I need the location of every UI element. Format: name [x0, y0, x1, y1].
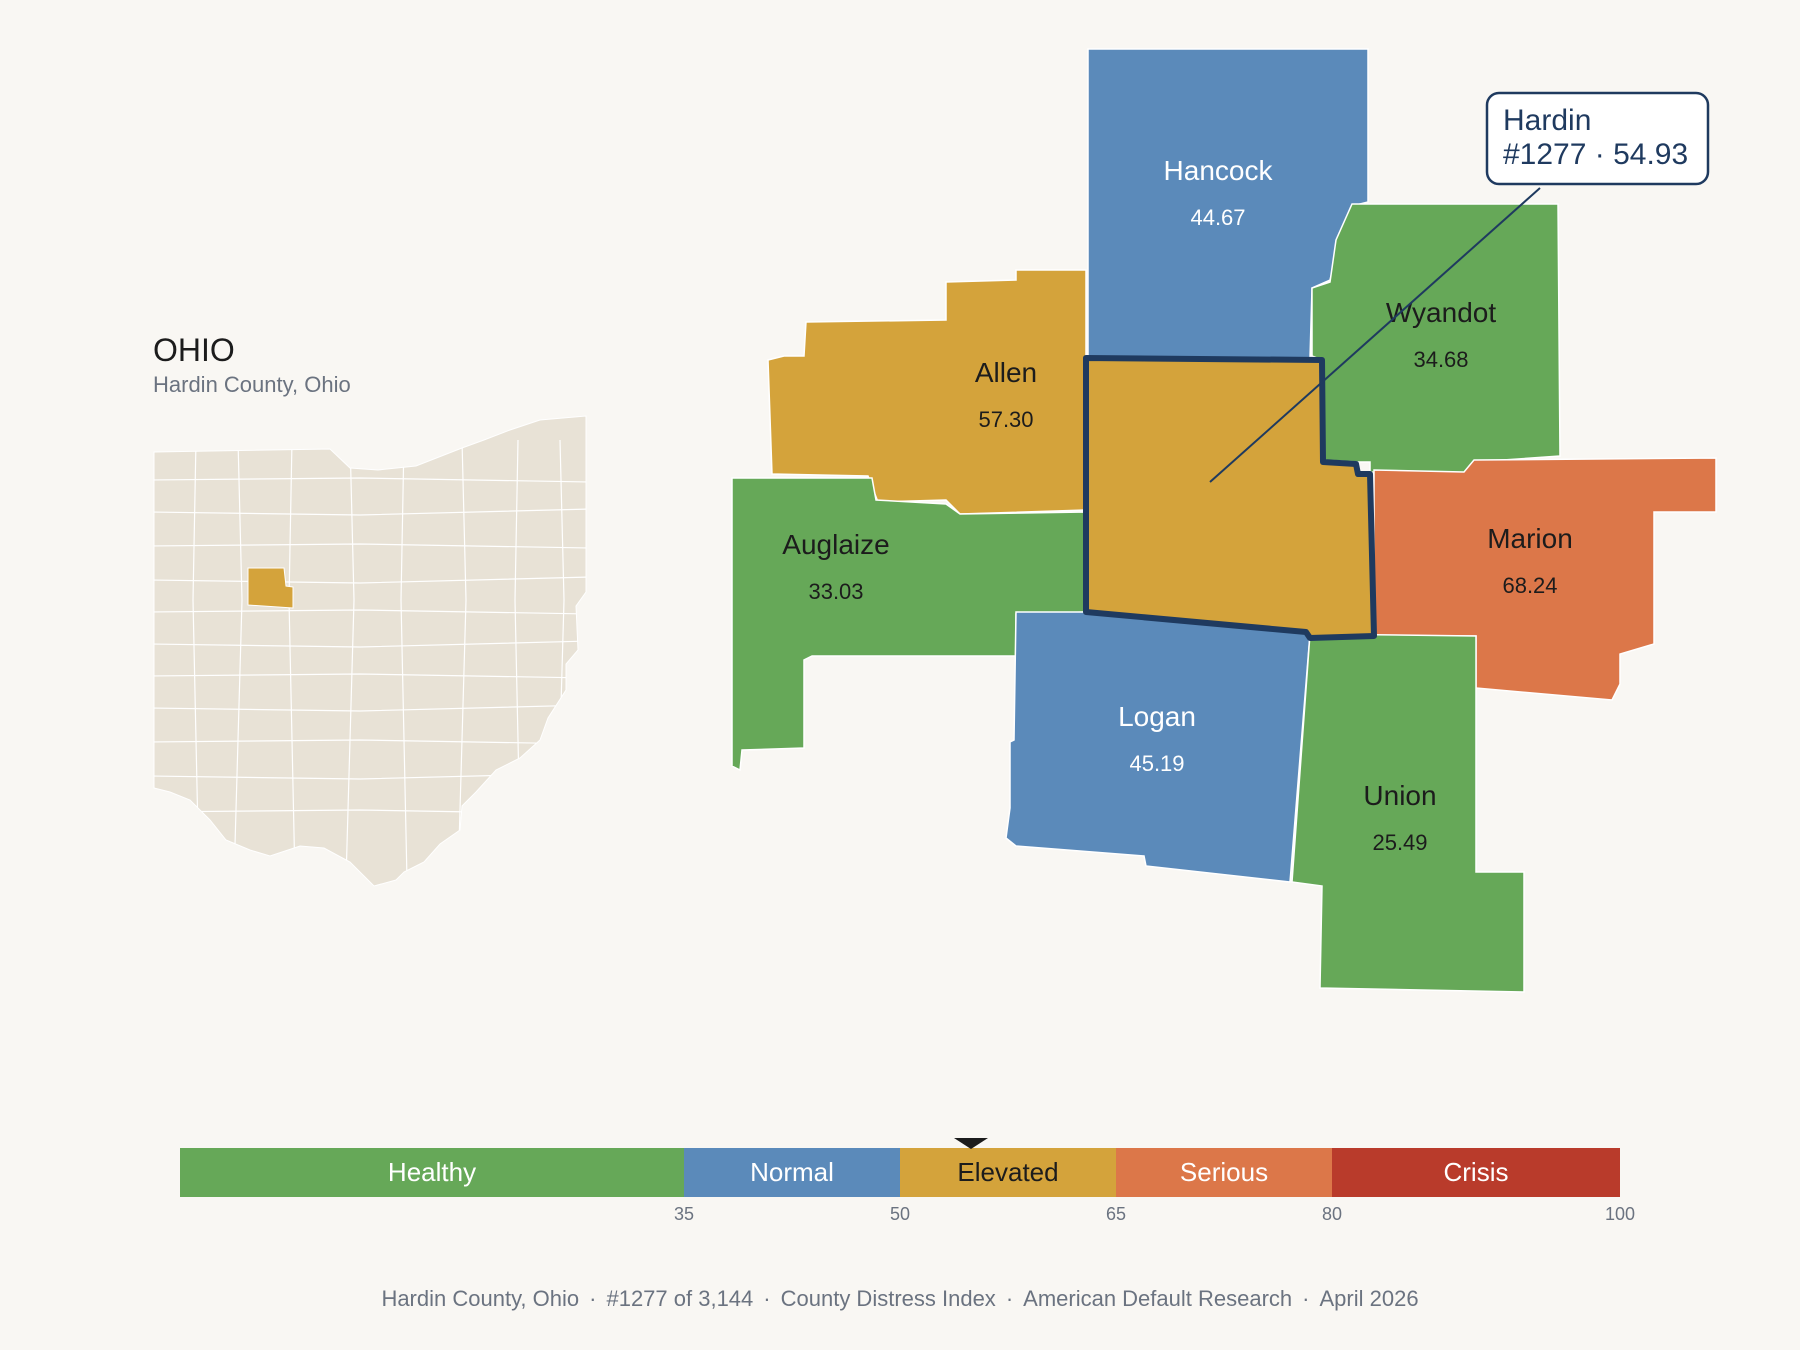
distress-scale: Healthy Normal Elevated Serious Crisis 35 50 65… [180, 1138, 1635, 1224]
state-title: OHIO [153, 332, 235, 368]
county-value-marion: 68.24 [1502, 573, 1557, 598]
scale-band-serious [1116, 1148, 1332, 1197]
scale-band-label: Elevated [957, 1157, 1058, 1187]
county-value-wyandot: 34.68 [1413, 347, 1468, 372]
county-grid-lines [154, 439, 586, 881]
scale-band-elevated [900, 1148, 1116, 1197]
county-label-marion: Marion [1487, 523, 1573, 554]
callout-leader-line [1209, 187, 1541, 483]
callout-box [1485, 91, 1710, 186]
county-value-allen: 57.30 [978, 407, 1033, 432]
footer: Hardin County, Ohio · #1277 of 3,144 · Count… [381, 1286, 1418, 1311]
ohio-state-shape [153, 415, 587, 887]
county-hardin[interactable] [1083, 355, 1377, 641]
county-label-wyandot: Wyandot [1386, 297, 1496, 328]
inset-grid-line [400, 439, 408, 881]
county-logan[interactable] [1005, 611, 1311, 883]
county-labels: Hancock 44.67 Wyandot 34.68 Allen 57.30 Auglai… [782, 155, 1573, 855]
footer-date: April 2026 [1319, 1286, 1418, 1311]
county-wyandot[interactable] [1311, 203, 1561, 475]
scale-tick-label: 50 [890, 1204, 910, 1224]
inset-grid-line [154, 576, 586, 584]
ohio-inset-map [153, 415, 587, 887]
footer-org: American Default Research [1023, 1286, 1292, 1311]
inset-grid-line [154, 477, 586, 483]
county-label-logan: Logan [1118, 701, 1196, 732]
inset-grid-line [154, 543, 586, 549]
county-value-hancock: 44.67 [1190, 205, 1245, 230]
county-allen[interactable] [767, 269, 1087, 515]
callout-rank-score: #1277 · 54.93 [1503, 138, 1688, 171]
county-label-auglaize: Auglaize [782, 529, 889, 560]
scale-band-label: Normal [750, 1157, 834, 1187]
county-value-auglaize: 33.03 [808, 579, 863, 604]
inset-grid-line [233, 439, 243, 881]
inset-grid-line [154, 508, 586, 516]
scale-band-normal [684, 1148, 900, 1197]
inset-grid-line [154, 739, 586, 745]
footer-rank: #1277 of 3,144 [606, 1286, 753, 1311]
footer-county: Hardin County, Ohio [381, 1286, 579, 1311]
scale-band-healthy [180, 1148, 684, 1197]
county-label-union: Union [1363, 780, 1436, 811]
inset-grid-line [154, 640, 586, 648]
inset-grid-line [154, 704, 586, 712]
scale-band-label: Crisis [1444, 1157, 1509, 1187]
county-label-hancock: Hancock [1164, 155, 1274, 186]
inset-grid-line [154, 609, 586, 615]
inset-hardin-highlight [247, 567, 294, 609]
county-shapes [731, 48, 1717, 993]
scale-tick-label: 35 [674, 1204, 694, 1224]
scale-tick-label: 100 [1605, 1204, 1635, 1224]
county-union[interactable] [1291, 633, 1525, 993]
footer-index: County Distress Index [781, 1286, 996, 1311]
scale-tick-label: 80 [1322, 1204, 1342, 1224]
county-label-allen: Allen [975, 357, 1037, 388]
scale-tick-label: 65 [1106, 1204, 1126, 1224]
county-value-union: 25.49 [1372, 830, 1427, 855]
scale-band-crisis [1332, 1148, 1620, 1197]
county-value-logan: 45.19 [1129, 751, 1184, 776]
inset-grid-line [457, 439, 467, 881]
inset-grid-line [154, 673, 586, 679]
scale-band-label: Healthy [388, 1157, 476, 1187]
state-subtitle: Hardin County, Ohio [153, 372, 351, 397]
inset-grid-line [345, 439, 355, 881]
scale-marker [953, 1138, 988, 1149]
scale-band-label: Serious [1180, 1157, 1268, 1187]
callout-county-name: Hardin [1503, 104, 1591, 137]
inset-grid-line [192, 439, 200, 881]
